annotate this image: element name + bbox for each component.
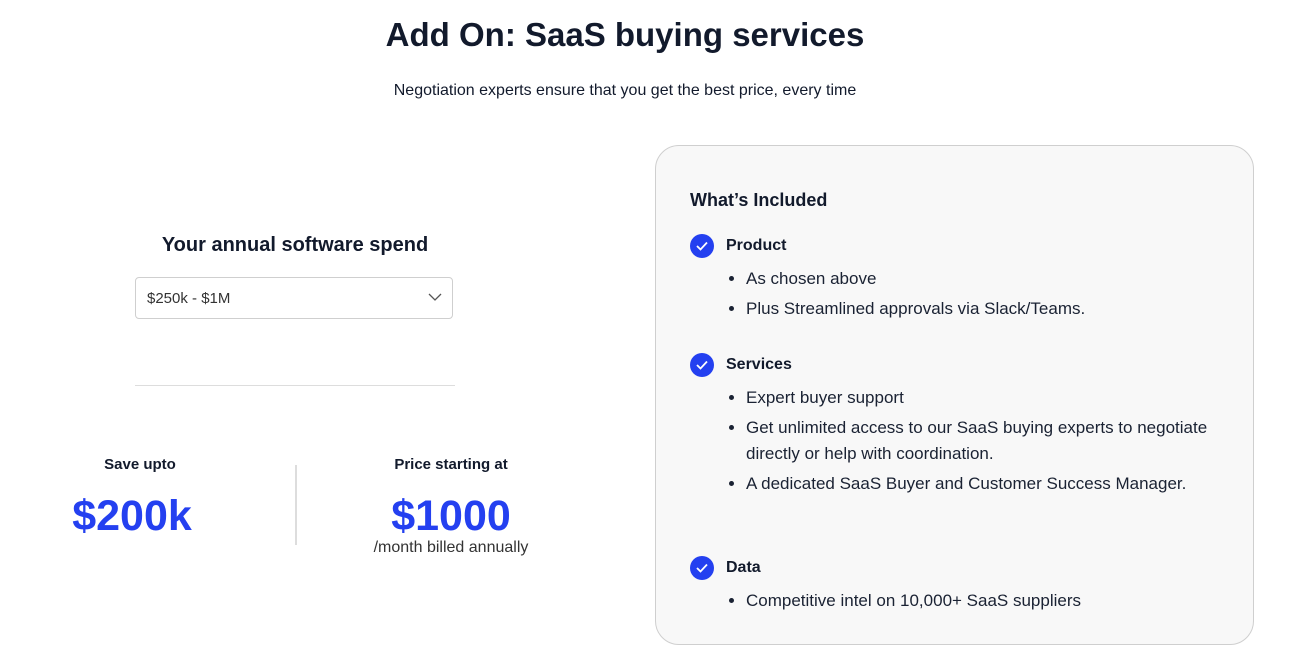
spend-select[interactable]: $250k - $1M: [135, 277, 453, 319]
list-item: A dedicated SaaS Buyer and Customer Succ…: [746, 471, 1216, 497]
section-header: Product: [690, 234, 1216, 258]
price-value: $1000: [391, 492, 511, 540]
page-title: Add On: SaaS buying services: [385, 16, 865, 53]
save-label: Save upto: [104, 456, 176, 473]
spend-select-value: $250k - $1M: [147, 290, 231, 307]
list-item: Get unlimited access to our SaaS buying …: [746, 415, 1216, 467]
section-header: Data: [690, 556, 1216, 580]
section-header: Services: [690, 353, 1216, 377]
vertical-divider: [295, 465, 297, 545]
section-items: Expert buyer support Get unlimited access…: [690, 385, 1216, 497]
chevron-down-icon: [428, 293, 442, 301]
list-item: As chosen above: [746, 266, 1216, 292]
check-circle-icon: [690, 353, 714, 377]
included-title: What’s Included: [690, 190, 828, 210]
page-subtitle: Negotiation experts ensure that you get …: [393, 82, 857, 99]
included-section-data: Data Competitive intel on 10,000+ SaaS su…: [690, 556, 1216, 618]
list-item: Plus Streamlined approvals via Slack/Tea…: [746, 296, 1216, 322]
section-title: Services: [726, 356, 792, 373]
section-items: As chosen above Plus Streamlined approval…: [690, 266, 1216, 322]
section-items: Competitive intel on 10,000+ SaaS suppli…: [690, 588, 1216, 614]
list-item: Competitive intel on 10,000+ SaaS suppli…: [746, 588, 1216, 614]
section-title: Product: [726, 237, 787, 254]
price-subtext: /month billed annually: [373, 539, 529, 556]
divider: [135, 385, 455, 386]
check-circle-icon: [690, 234, 714, 258]
section-title: Data: [726, 559, 761, 576]
included-section-product: Product As chosen above Plus Streamlined a…: [690, 234, 1216, 326]
included-section-services: Services Expert buyer support Get unlimite…: [690, 353, 1216, 501]
spend-label: Your annual software spend: [161, 234, 429, 256]
save-value: $200k: [72, 492, 192, 540]
price-label: Price starting at: [394, 456, 508, 473]
included-card: What’s Included Product As chosen above Pl…: [655, 145, 1254, 645]
check-circle-icon: [690, 556, 714, 580]
list-item: Expert buyer support: [746, 385, 1216, 411]
